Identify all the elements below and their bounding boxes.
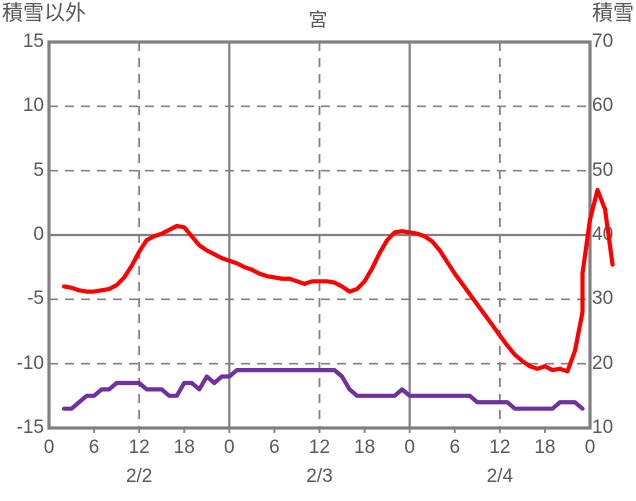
right-axis-tick: 30 (592, 288, 614, 310)
x-axis-day-label: 2/2 (125, 466, 153, 487)
x-axis-hour-tick: 6 (269, 437, 280, 458)
snow-depth-line (61, 368, 585, 411)
left-axis-tick: 5 (33, 159, 44, 181)
right-axis-tick: 70 (592, 31, 614, 52)
temperature-line (61, 187, 615, 374)
right-axis-tick: 20 (592, 352, 614, 374)
x-axis-hour-tick: 0 (584, 437, 596, 458)
right-axis-tick: 10 (592, 417, 614, 438)
x-axis-hour-tick: 18 (173, 437, 195, 458)
x-axis-hour-tick: 18 (354, 437, 376, 458)
left-axis-tick: -10 (16, 352, 44, 374)
x-axis-hour-tick: 12 (489, 437, 511, 458)
x-axis-hour-tick: 12 (308, 437, 331, 458)
x-axis-hour-tick: 0 (43, 437, 55, 458)
left-axis-tick: 0 (33, 224, 44, 245)
x-axis-hour-tick: 0 (224, 437, 235, 458)
x-axis-hour-tick: 18 (534, 437, 556, 458)
left-axis-tick: 15 (22, 31, 44, 52)
chart-title: 宮 (308, 10, 328, 31)
x-axis-hour-tick: 6 (449, 437, 461, 458)
left-axis-tick: 10 (22, 95, 44, 117)
right-axis-title: 積雪 (592, 2, 634, 25)
x-axis-hour-tick: 12 (128, 437, 150, 458)
right-axis-tick: 50 (592, 159, 614, 181)
left-axis-tick: -5 (27, 288, 44, 310)
x-axis-hour-tick: 6 (88, 437, 100, 458)
x-axis-day-label: 2/3 (306, 466, 333, 487)
right-axis-tick: 60 (592, 95, 614, 117)
x-axis-hour-tick: 0 (404, 437, 415, 458)
left-axis-tick: -15 (16, 417, 44, 438)
left-axis-title: 積雪以外 (2, 2, 86, 25)
x-axis-day-label: 2/4 (486, 466, 514, 487)
